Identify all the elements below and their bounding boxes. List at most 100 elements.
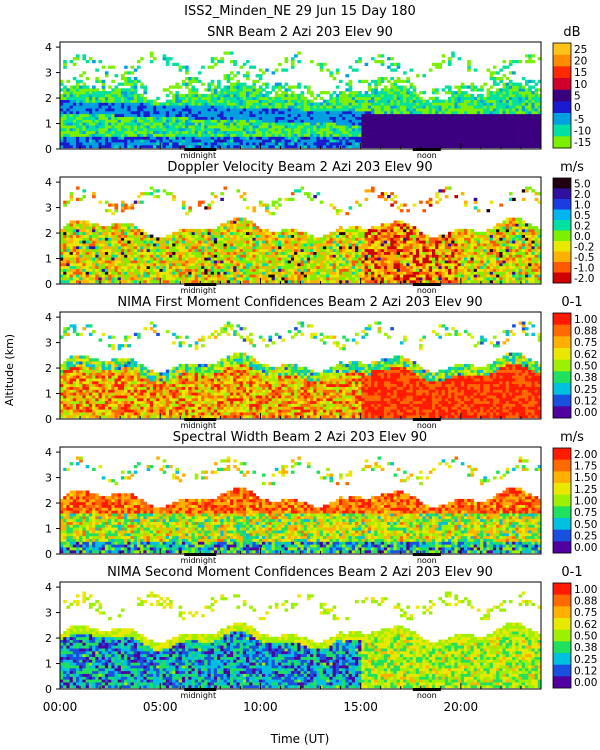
heatmap-cell bbox=[133, 99, 138, 103]
heatmap-cell bbox=[252, 248, 257, 253]
heatmap-cell bbox=[438, 113, 443, 118]
heatmap-cell bbox=[217, 116, 221, 120]
heatmap-cell bbox=[508, 110, 513, 115]
heatmap-cell bbox=[207, 271, 212, 275]
heatmap-cell bbox=[85, 88, 90, 92]
heatmap-cell bbox=[300, 113, 305, 118]
heatmap-cell bbox=[281, 105, 285, 109]
heatmap-cell bbox=[85, 93, 90, 98]
heatmap-cell bbox=[451, 51, 455, 55]
heatmap-cell bbox=[249, 226, 253, 230]
heatmap-cell bbox=[188, 102, 192, 106]
heatmap-cell bbox=[435, 88, 439, 92]
heatmap-cell bbox=[117, 279, 122, 284]
heatmap-cell bbox=[233, 228, 237, 233]
heatmap-cell bbox=[252, 257, 257, 261]
heatmap-cell bbox=[133, 248, 138, 253]
heatmap-cell bbox=[451, 93, 455, 98]
heatmap-cell bbox=[499, 96, 503, 101]
heatmap-cell bbox=[515, 110, 519, 115]
heatmap-cell bbox=[104, 268, 109, 272]
heatmap-cell bbox=[441, 119, 446, 123]
heatmap-cell bbox=[60, 231, 64, 236]
heatmap-cell bbox=[108, 260, 112, 264]
heatmap-cell bbox=[290, 262, 295, 267]
heatmap-cell bbox=[85, 257, 90, 261]
heatmap-cell bbox=[149, 248, 154, 253]
heatmap-cell bbox=[329, 108, 334, 112]
heatmap-cell bbox=[342, 125, 346, 129]
heatmap-cell bbox=[310, 130, 314, 134]
heatmap-cell bbox=[191, 265, 196, 269]
heatmap-cell bbox=[249, 243, 253, 247]
heatmap-cell bbox=[60, 113, 64, 118]
heatmap-cell bbox=[406, 125, 410, 129]
heatmap-cell bbox=[101, 110, 106, 115]
heatmap-cell bbox=[76, 93, 80, 98]
heatmap-cell bbox=[396, 119, 401, 123]
heatmap-cell bbox=[175, 248, 180, 253]
heatmap-cell bbox=[329, 105, 334, 109]
heatmap-cell bbox=[246, 125, 250, 129]
heatmap-cell bbox=[505, 108, 510, 112]
heatmap-cell bbox=[223, 122, 228, 126]
heatmap-cell bbox=[258, 254, 263, 258]
heatmap-cell bbox=[441, 127, 446, 132]
heatmap-cell bbox=[339, 91, 343, 95]
heatmap-cell bbox=[137, 102, 141, 106]
heatmap-cell bbox=[72, 142, 77, 146]
heatmap-cell bbox=[419, 130, 423, 134]
heatmap-cell bbox=[217, 113, 221, 118]
heatmap-cell bbox=[88, 116, 93, 120]
heatmap-cell bbox=[169, 257, 173, 261]
heatmap-cell bbox=[486, 136, 491, 140]
heatmap-cell bbox=[508, 133, 513, 137]
heatmap-cell bbox=[101, 91, 106, 95]
heatmap-cell bbox=[207, 113, 212, 118]
heatmap-cell bbox=[390, 77, 394, 81]
heatmap-cell bbox=[322, 142, 327, 146]
heatmap-cell bbox=[390, 113, 394, 118]
heatmap-cell bbox=[181, 260, 186, 264]
heatmap-cell bbox=[117, 262, 122, 267]
heatmap-cell bbox=[156, 102, 160, 106]
heatmap-cell bbox=[181, 113, 186, 118]
heatmap-cell bbox=[130, 144, 135, 149]
heatmap-cell bbox=[124, 127, 128, 132]
heatmap-cell bbox=[233, 113, 237, 118]
heatmap-cell bbox=[358, 122, 362, 126]
heatmap-cell bbox=[165, 62, 170, 67]
heatmap-cell bbox=[76, 234, 80, 238]
heatmap-cell bbox=[284, 116, 289, 120]
heatmap-cell bbox=[531, 93, 536, 98]
heatmap-cell bbox=[390, 82, 394, 86]
heatmap-cell bbox=[438, 130, 443, 134]
heatmap-cell bbox=[252, 243, 257, 247]
heatmap-cell bbox=[201, 257, 205, 261]
heatmap-cell bbox=[470, 110, 475, 115]
heatmap-cell bbox=[255, 231, 260, 236]
heatmap-cell bbox=[335, 105, 340, 109]
heatmap-cell bbox=[351, 91, 356, 95]
heatmap-cell bbox=[108, 142, 112, 146]
heatmap-cell bbox=[146, 119, 151, 123]
heatmap-cell bbox=[127, 279, 131, 284]
heatmap-cell bbox=[204, 245, 208, 250]
heatmap-cell bbox=[162, 279, 167, 284]
heatmap-cell bbox=[290, 142, 295, 146]
heatmap-cell bbox=[114, 108, 119, 112]
heatmap-cell bbox=[242, 93, 247, 98]
heatmap-cell bbox=[409, 119, 414, 123]
heatmap-cell bbox=[127, 226, 131, 230]
heatmap-cell bbox=[489, 85, 494, 89]
heatmap-cell bbox=[82, 189, 87, 193]
heatmap-cell bbox=[255, 262, 260, 267]
heatmap-cell bbox=[201, 108, 205, 112]
heatmap-cell bbox=[460, 139, 465, 143]
heatmap-cell bbox=[448, 116, 452, 120]
heatmap-cell bbox=[60, 136, 64, 140]
heatmap-cell bbox=[435, 127, 439, 132]
heatmap-cell bbox=[226, 274, 231, 278]
heatmap-cell bbox=[512, 127, 516, 132]
heatmap-cell bbox=[98, 237, 103, 241]
